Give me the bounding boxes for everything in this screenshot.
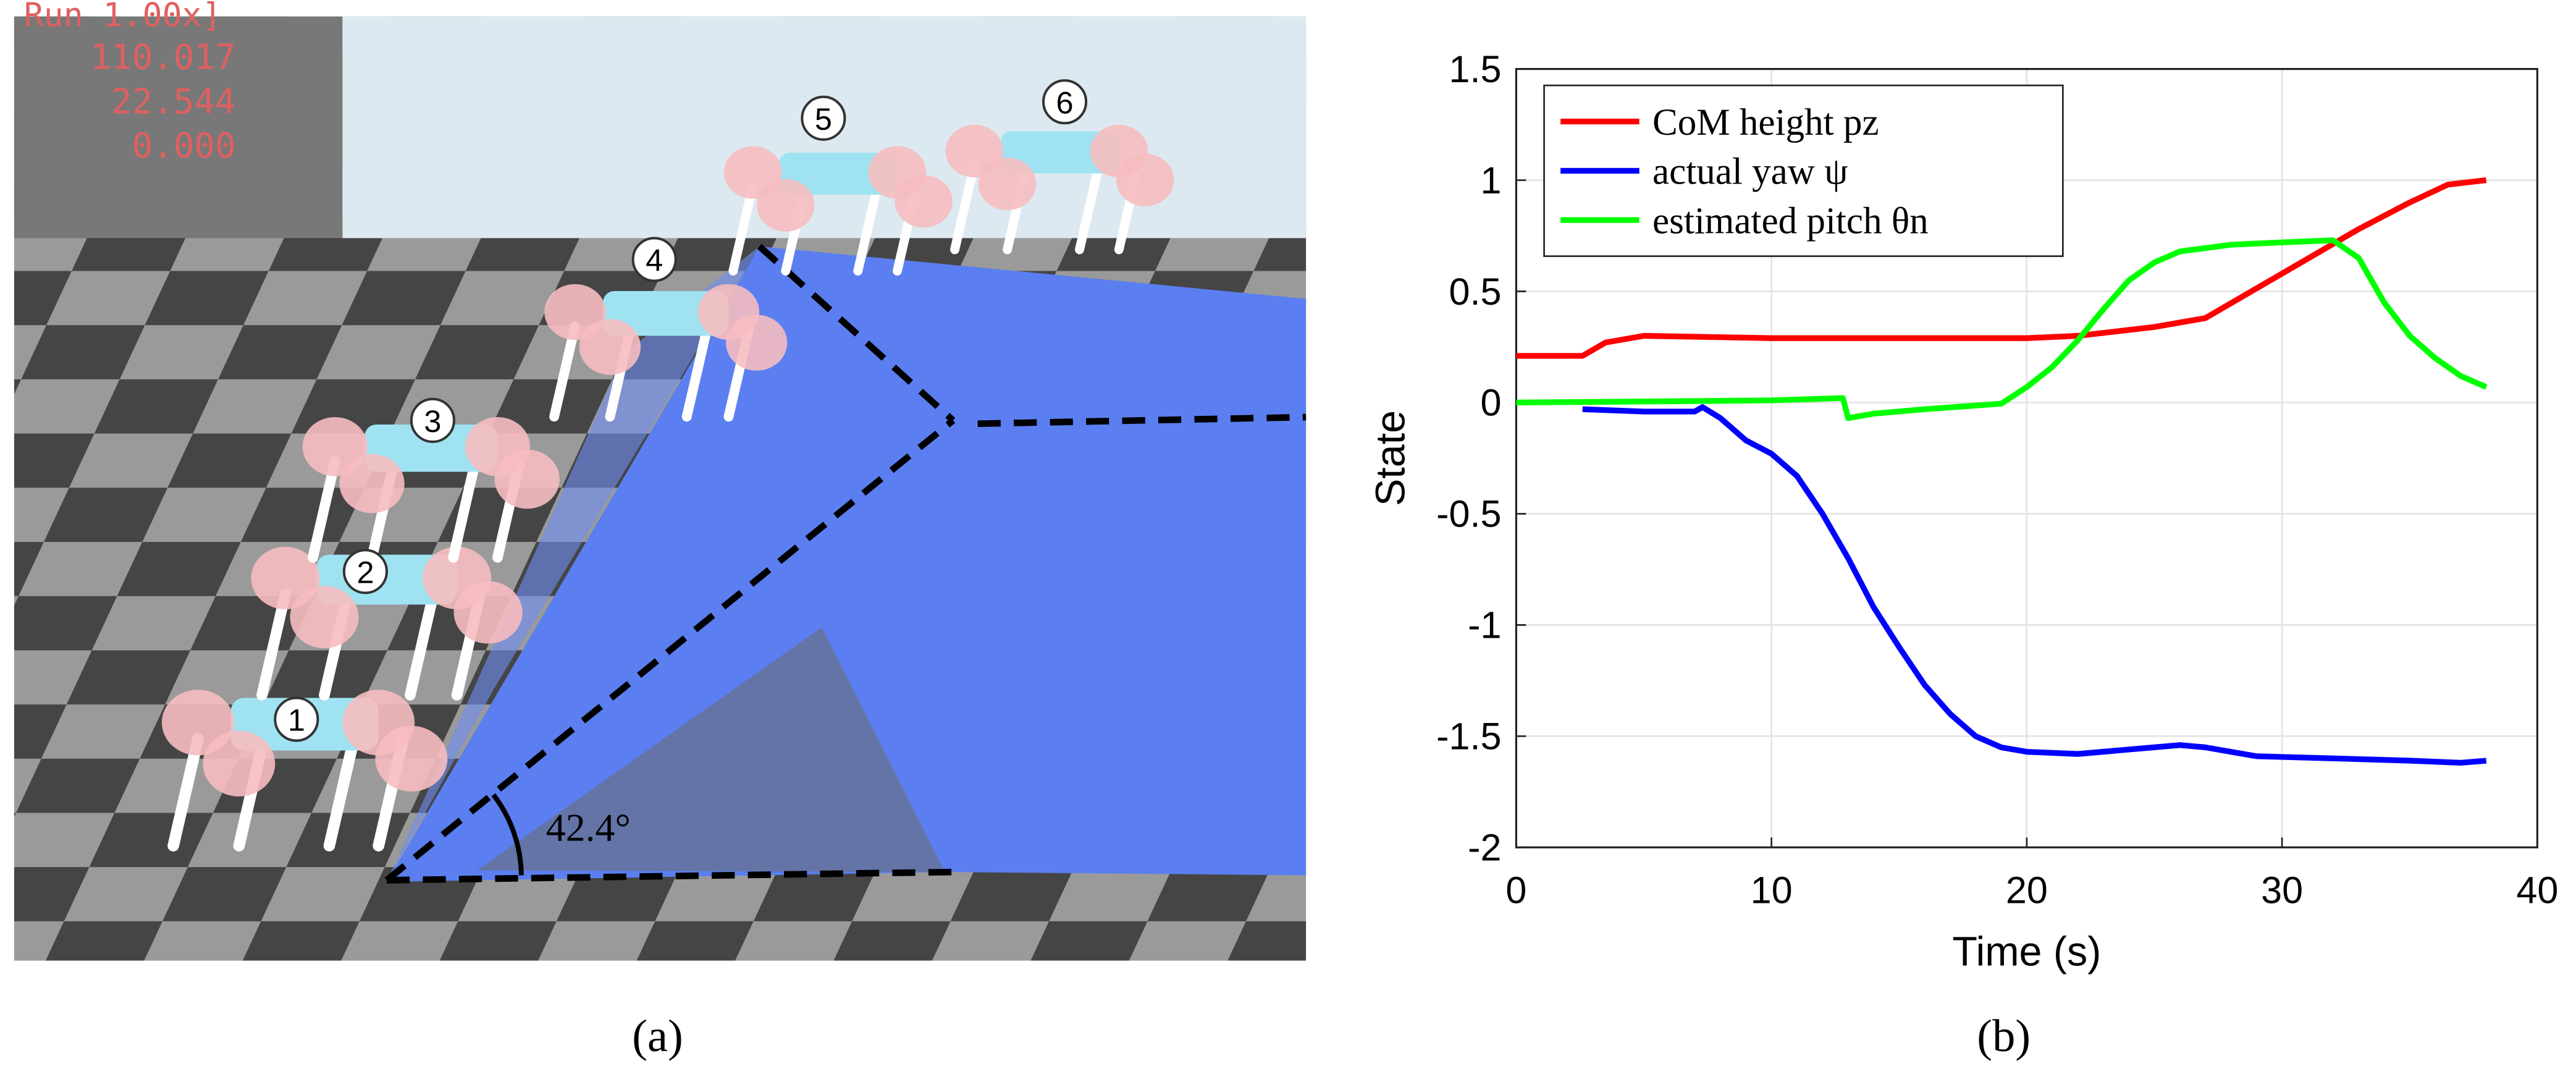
robot-label: 4 <box>646 242 663 277</box>
robot-joint <box>757 179 815 232</box>
robot-leg <box>950 159 979 255</box>
plot-frame <box>1515 68 2538 848</box>
y-tick-label: -1 <box>1468 604 1501 646</box>
robot-body <box>364 424 498 472</box>
robot-leg <box>681 321 713 422</box>
x-tick-label: 40 <box>2516 869 2558 911</box>
robot-joint <box>579 319 641 375</box>
robot-marker <box>631 237 677 282</box>
legend-label: estimated pitch θn <box>1652 200 1929 242</box>
robot-leg <box>853 180 883 276</box>
robot <box>544 284 788 422</box>
robots: 1 2 3 4 5 6 <box>161 79 1174 852</box>
robot <box>302 417 560 563</box>
panel-label: (b) <box>1977 1011 2031 1062</box>
robot-leg <box>1075 159 1104 255</box>
robot <box>723 146 953 276</box>
overlay-text: 0.000 <box>132 126 236 166</box>
robot-label: 1 <box>288 703 305 738</box>
x-tick-label: 30 <box>2261 869 2303 911</box>
overlay-text: 110.017 <box>90 38 235 78</box>
robot-leg <box>323 733 360 852</box>
robot <box>251 546 523 701</box>
robot-joint <box>453 581 523 644</box>
series-line <box>1516 237 2488 421</box>
robot-marker <box>410 397 455 443</box>
robot-leg <box>308 456 340 563</box>
robot-joint <box>339 454 405 514</box>
y-tick-label: -1.5 <box>1436 716 1501 758</box>
series-line <box>1582 404 2487 766</box>
robot-label: 2 <box>356 554 374 590</box>
robot-joint <box>494 449 560 509</box>
robot-marker <box>801 95 846 141</box>
panel-label: (a) <box>632 1011 683 1062</box>
overlay-text: 22.544 <box>111 82 236 122</box>
robot-body <box>779 153 898 195</box>
robot-marker <box>342 549 389 594</box>
robot-body <box>603 291 729 336</box>
y-tick-label: -2 <box>1468 827 1501 869</box>
robot-joint <box>1116 153 1174 206</box>
x-tick-label: 0 <box>1505 869 1526 911</box>
chart: -2 -1.5 -1 -0.5 0 0.5 1 1.5 0 10 20 30 40 Time (s) Sta… <box>1368 48 2559 975</box>
robot-joint <box>894 175 953 228</box>
info-box <box>14 16 343 239</box>
y-tick-label: 1 <box>1480 159 1501 201</box>
robot-body <box>1000 131 1119 174</box>
robot-joint <box>375 725 448 792</box>
y-tick-label: 0.5 <box>1449 271 1502 313</box>
y-tick-label: 0 <box>1480 382 1501 424</box>
robot-leg <box>549 321 580 422</box>
angle-arc <box>491 793 524 876</box>
robot-label: 6 <box>1056 85 1074 120</box>
y-tick-label: -0.5 <box>1436 493 1501 535</box>
robot-joint <box>725 315 788 371</box>
legend-label: CoM height pz <box>1652 102 1879 143</box>
angle-label: 42.4° <box>546 806 631 850</box>
robot-leg <box>405 588 439 701</box>
legend-label: actual yaw ψ <box>1652 151 1848 193</box>
robot-label: 5 <box>815 101 832 137</box>
robot-joint <box>203 730 276 797</box>
x-tick-label: 20 <box>2006 869 2048 911</box>
y-tick-label: 1.5 <box>1449 48 1502 90</box>
guide-lines <box>384 243 1307 884</box>
robot-leg <box>167 733 204 852</box>
robot-leg <box>728 180 758 276</box>
ramp <box>387 246 1307 882</box>
robot-marker <box>274 696 319 742</box>
robot-leg <box>256 588 291 701</box>
x-axis-label: Time (s) <box>1952 929 2101 975</box>
robot-leg <box>448 456 481 563</box>
y-axis-label: State <box>1368 410 1414 506</box>
robot-label: 3 <box>424 404 441 439</box>
robot-joint <box>978 158 1037 211</box>
x-tick-label: 10 <box>1751 869 1793 911</box>
simulation-view: 1 2 3 4 5 6 <box>14 16 1307 961</box>
robot-joint <box>290 586 359 649</box>
overlay-text: Run 1.00x] <box>24 0 222 35</box>
ramp-shadow <box>477 627 945 873</box>
robot-marker <box>1042 79 1088 125</box>
robot <box>945 124 1174 255</box>
